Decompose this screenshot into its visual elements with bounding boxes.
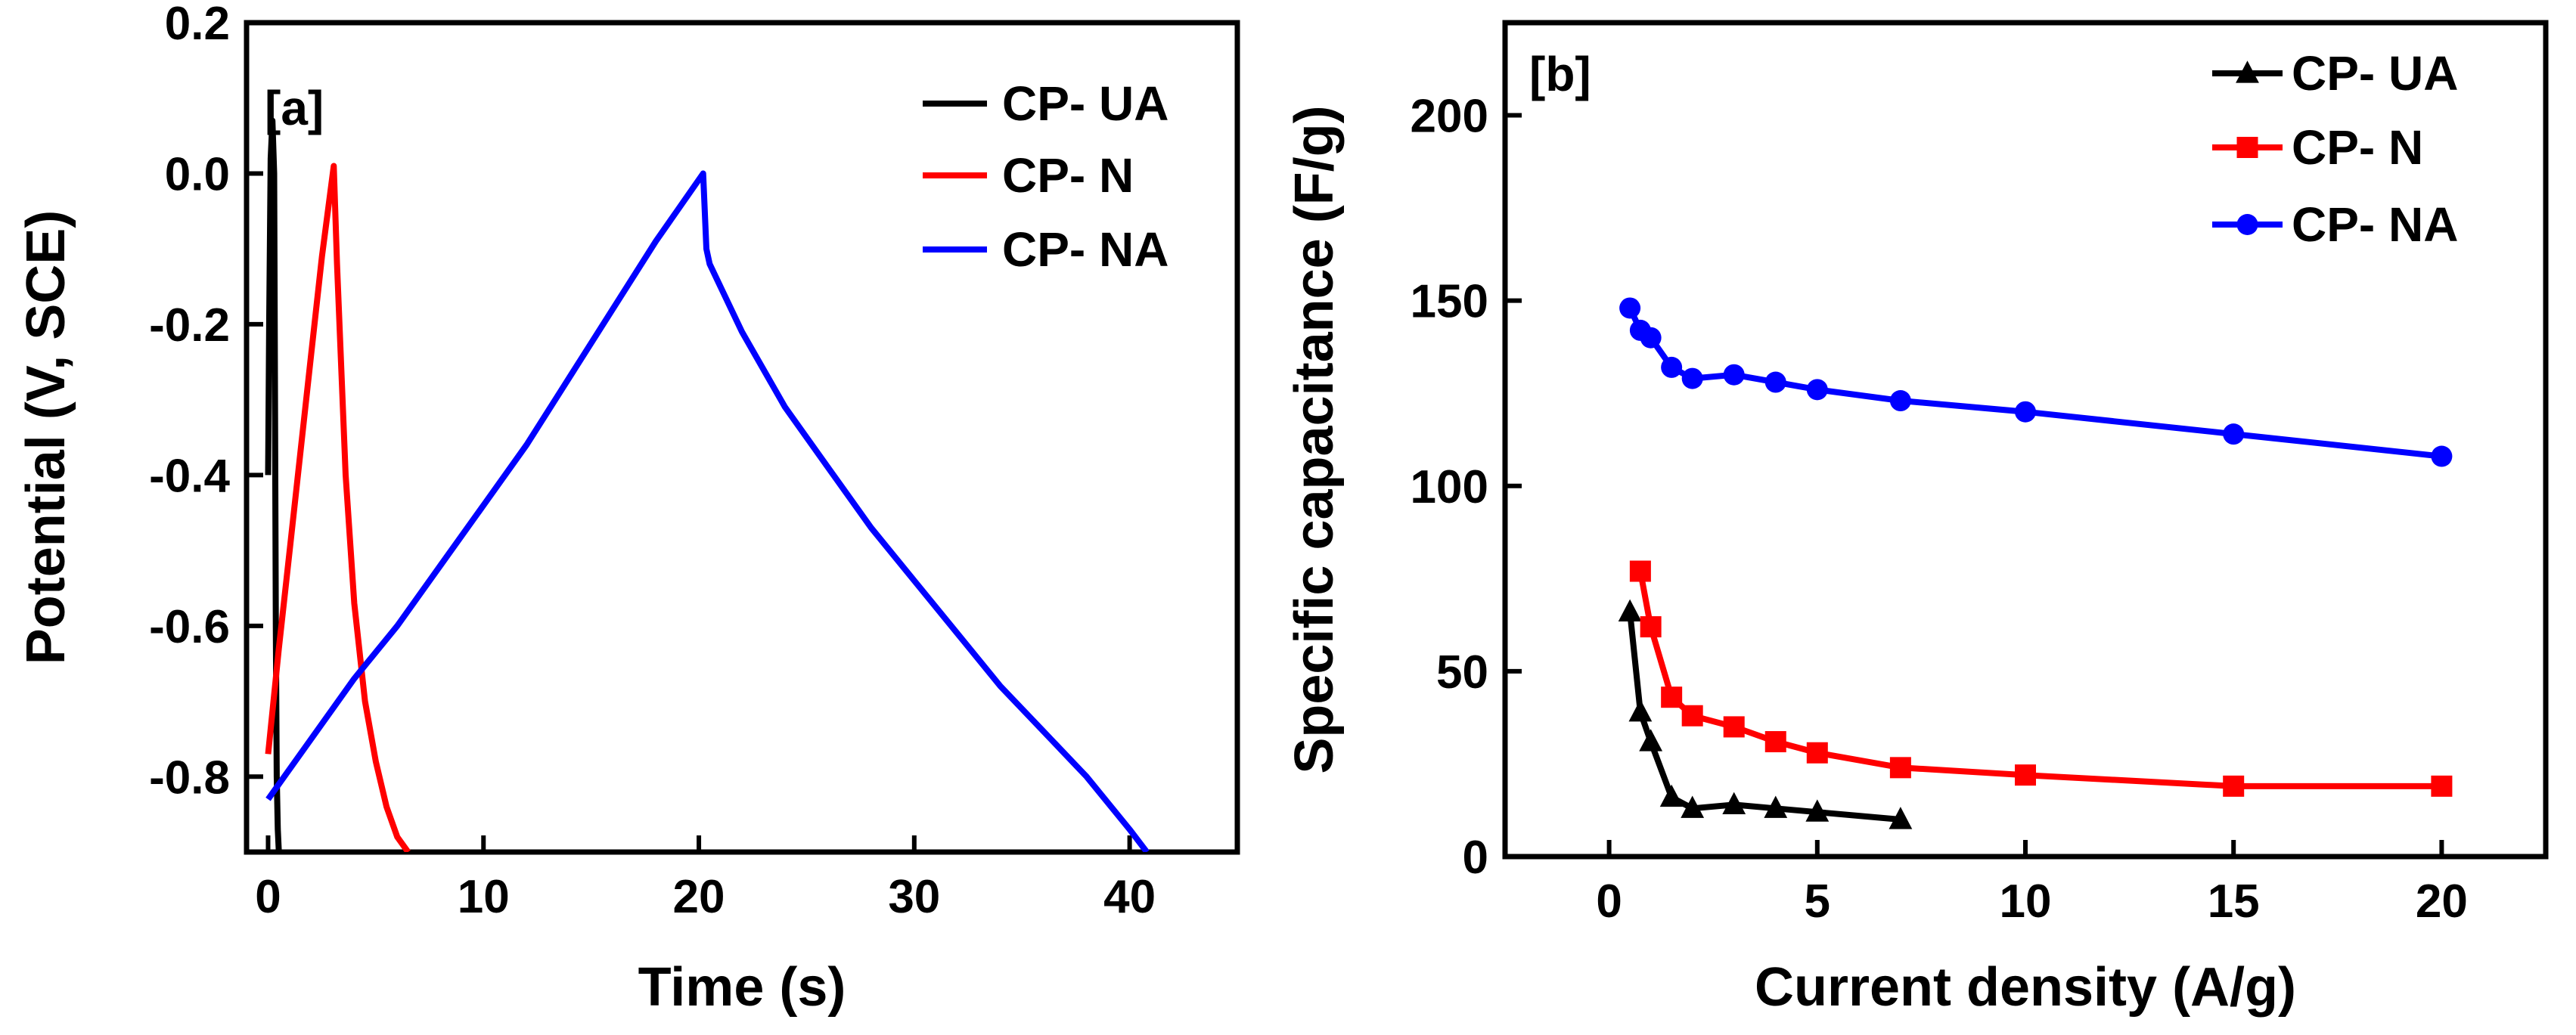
legend-label: CP- N <box>1002 148 1134 203</box>
data-point <box>1764 371 1786 393</box>
data-point <box>1628 699 1653 722</box>
y-axis-title: Specific capacitance (F/g) <box>1284 105 1345 773</box>
y-tick-label: -0.6 <box>149 601 230 653</box>
data-point <box>1661 356 1683 378</box>
series-cpna <box>1619 297 2453 467</box>
legend-label: CP- NA <box>2292 197 2458 252</box>
series-line <box>1637 570 2442 789</box>
x-tick-label: 5 <box>1805 875 1830 928</box>
data-point <box>1619 297 1641 319</box>
y-tick-label: 200 <box>1411 91 1488 143</box>
data-point <box>1659 784 1684 807</box>
series-line <box>265 170 1150 852</box>
y-tick-label: 0 <box>1463 832 1488 884</box>
legend-label: CP- UA <box>1002 76 1169 131</box>
data-point <box>1640 327 1662 349</box>
x-tick-label: 10 <box>2000 875 2052 928</box>
y-tick-label: -0.8 <box>149 751 230 804</box>
data-point <box>1618 599 1642 622</box>
series-line <box>265 163 411 852</box>
x-tick-label: 20 <box>673 871 725 923</box>
legend-marker <box>2236 60 2259 83</box>
data-point <box>1681 705 1703 727</box>
data-point <box>2223 775 2245 797</box>
x-tick-label: 30 <box>888 871 940 923</box>
x-tick-label: 40 <box>1103 871 1156 923</box>
data-point <box>2223 423 2245 445</box>
data-point <box>1629 560 1651 582</box>
data-point <box>2431 775 2453 797</box>
x-tick-label: 20 <box>2416 875 2468 928</box>
series-line <box>1627 306 2442 460</box>
legend-marker <box>2236 137 2258 158</box>
data-point <box>1889 757 1911 779</box>
y-axis-title: Potential (V, SCE) <box>16 210 76 665</box>
legend-label: CP- NA <box>1002 222 1169 277</box>
data-point <box>1640 616 1662 638</box>
y-tick-label: -0.4 <box>149 450 230 502</box>
data-point <box>1805 799 1830 822</box>
panel-a-chart: 0 10 20 30 40 0.2 0.0 -0.2 -0.4 -0.6 -0.8 Time (s) P… <box>16 0 1240 1018</box>
data-point <box>1889 807 1913 829</box>
y-tick-label: -0.2 <box>149 299 230 352</box>
legend-label: CP- UA <box>2292 46 2458 101</box>
series-cpua <box>1618 599 1913 829</box>
y-tick-label: 0.0 <box>165 148 230 200</box>
data-point <box>2015 764 2036 786</box>
data-point <box>1806 742 1828 764</box>
series-cpn <box>1629 560 2453 797</box>
y-tick-label: 0.2 <box>165 0 230 50</box>
series-cpua <box>265 117 282 852</box>
data-point <box>1806 379 1828 401</box>
y-tick-label: 50 <box>1436 646 1488 699</box>
legend-marker <box>2236 214 2258 235</box>
series-cpn <box>265 163 411 852</box>
x-tick-label: 15 <box>2208 875 2260 928</box>
data-point <box>1723 716 1745 738</box>
x-tick-label: 10 <box>458 871 510 923</box>
x-tick-label: 0 <box>1596 875 1622 928</box>
series-cpna <box>265 170 1150 852</box>
panel-label: [b] <box>1529 47 1591 101</box>
data-point <box>1681 367 1703 389</box>
y-tick-label: 100 <box>1411 461 1488 513</box>
series-line <box>265 117 282 852</box>
x-axis-title: Current density (A/g) <box>1755 957 2296 1018</box>
x-axis-title: Time (s) <box>638 957 846 1018</box>
data-point <box>1722 792 1746 814</box>
data-point <box>1661 686 1683 708</box>
data-point <box>1639 729 1663 751</box>
data-point <box>2431 445 2453 467</box>
plot-frame <box>244 20 1240 855</box>
data-point <box>1764 795 1788 818</box>
data-point <box>1723 364 1745 386</box>
data-point <box>1889 390 1911 412</box>
data-point <box>1764 731 1786 753</box>
data-point <box>2015 401 2036 423</box>
data-point <box>1681 795 1705 818</box>
x-tick-label: 0 <box>255 871 281 923</box>
legend-label: CP- N <box>2292 120 2423 175</box>
y-tick-label: 150 <box>1411 276 1488 328</box>
